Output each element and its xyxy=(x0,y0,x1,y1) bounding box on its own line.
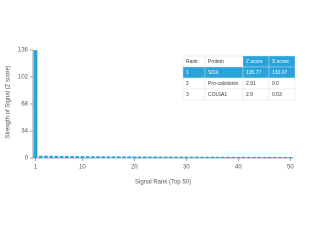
bar xyxy=(241,156,246,158)
bar xyxy=(75,156,80,158)
bar xyxy=(142,156,147,158)
bar xyxy=(200,156,204,158)
bar xyxy=(226,156,230,158)
bar xyxy=(267,156,272,158)
bar xyxy=(49,155,54,158)
bar xyxy=(288,156,293,158)
bar xyxy=(101,156,106,158)
bar xyxy=(90,156,95,158)
bar xyxy=(184,156,189,158)
x-tick-label: 10 xyxy=(79,165,86,171)
bar xyxy=(122,156,126,158)
bar xyxy=(44,155,48,158)
bar xyxy=(215,156,220,158)
bar xyxy=(59,155,64,158)
x-tick-label: 1 xyxy=(34,165,38,171)
y-tick-label: 102 xyxy=(18,75,29,81)
bar xyxy=(54,155,59,158)
bar xyxy=(174,156,178,158)
bar xyxy=(272,156,277,158)
bar xyxy=(106,156,111,158)
bar xyxy=(231,156,236,158)
bar xyxy=(194,156,199,158)
bar xyxy=(80,156,85,158)
bar xyxy=(283,156,288,158)
y-tick-label: 136 xyxy=(18,48,29,54)
y-tick-label: 68 xyxy=(21,102,28,108)
x-tick-label: 40 xyxy=(235,165,242,171)
bar xyxy=(116,156,121,158)
table-text: 1 xyxy=(186,70,189,76)
table-text: 2.91 xyxy=(246,81,256,87)
y-tick-label: 34 xyxy=(21,129,28,135)
table-text: Protein xyxy=(208,59,224,65)
bar xyxy=(205,156,210,158)
x-tick-label: 30 xyxy=(183,165,190,171)
table-text: 2.9 xyxy=(246,92,253,98)
x-axis-label: Signal Rank (Top 50) xyxy=(135,180,191,186)
bar xyxy=(252,156,256,158)
table-text: SOX xyxy=(208,70,219,76)
table-cell xyxy=(268,88,296,101)
bar xyxy=(64,155,69,158)
bar xyxy=(236,156,241,158)
bar xyxy=(137,156,142,158)
x-tick-label: 50 xyxy=(287,165,294,171)
table-text: Rank xyxy=(186,59,198,65)
bar xyxy=(210,156,215,158)
bar xyxy=(70,156,74,158)
bar xyxy=(85,156,90,158)
bar xyxy=(220,156,225,158)
y-axis-label: Strength of Signal (Z score) xyxy=(6,65,12,138)
table-text: Z score xyxy=(246,59,263,65)
table-text: 3 xyxy=(186,92,189,98)
table-text: Pro-calcitonin xyxy=(208,81,239,87)
table-text: 133.07 xyxy=(272,70,288,76)
table-text: 2 xyxy=(186,81,189,87)
bar xyxy=(246,156,251,158)
bar xyxy=(127,156,132,158)
bar xyxy=(163,156,168,158)
inset-table: Rank Protein Z score S score 1 SOX 135.77 133.0… xyxy=(182,55,296,101)
chart: Strength of Signal (Z score) Signal Rank… xyxy=(6,48,296,186)
bar xyxy=(96,156,100,158)
bar xyxy=(179,156,184,158)
bar xyxy=(262,156,267,158)
table-text: 135.77 xyxy=(246,70,262,76)
y-tick-label: 0 xyxy=(25,156,29,162)
bar xyxy=(278,156,282,158)
bar xyxy=(38,155,43,158)
bar xyxy=(158,156,163,158)
bar xyxy=(153,156,158,158)
bar xyxy=(189,156,194,158)
table-text: 0.03 xyxy=(272,92,282,98)
table-text: S score xyxy=(272,59,289,65)
bar xyxy=(148,156,152,158)
bar xyxy=(257,156,262,158)
bar xyxy=(132,156,137,158)
bar xyxy=(111,156,116,158)
table-text: 0.0 xyxy=(272,81,279,87)
bar xyxy=(168,156,173,158)
bar xyxy=(33,50,38,158)
table-text: COL6A1 xyxy=(208,92,227,98)
x-tick-label: 20 xyxy=(131,165,138,171)
